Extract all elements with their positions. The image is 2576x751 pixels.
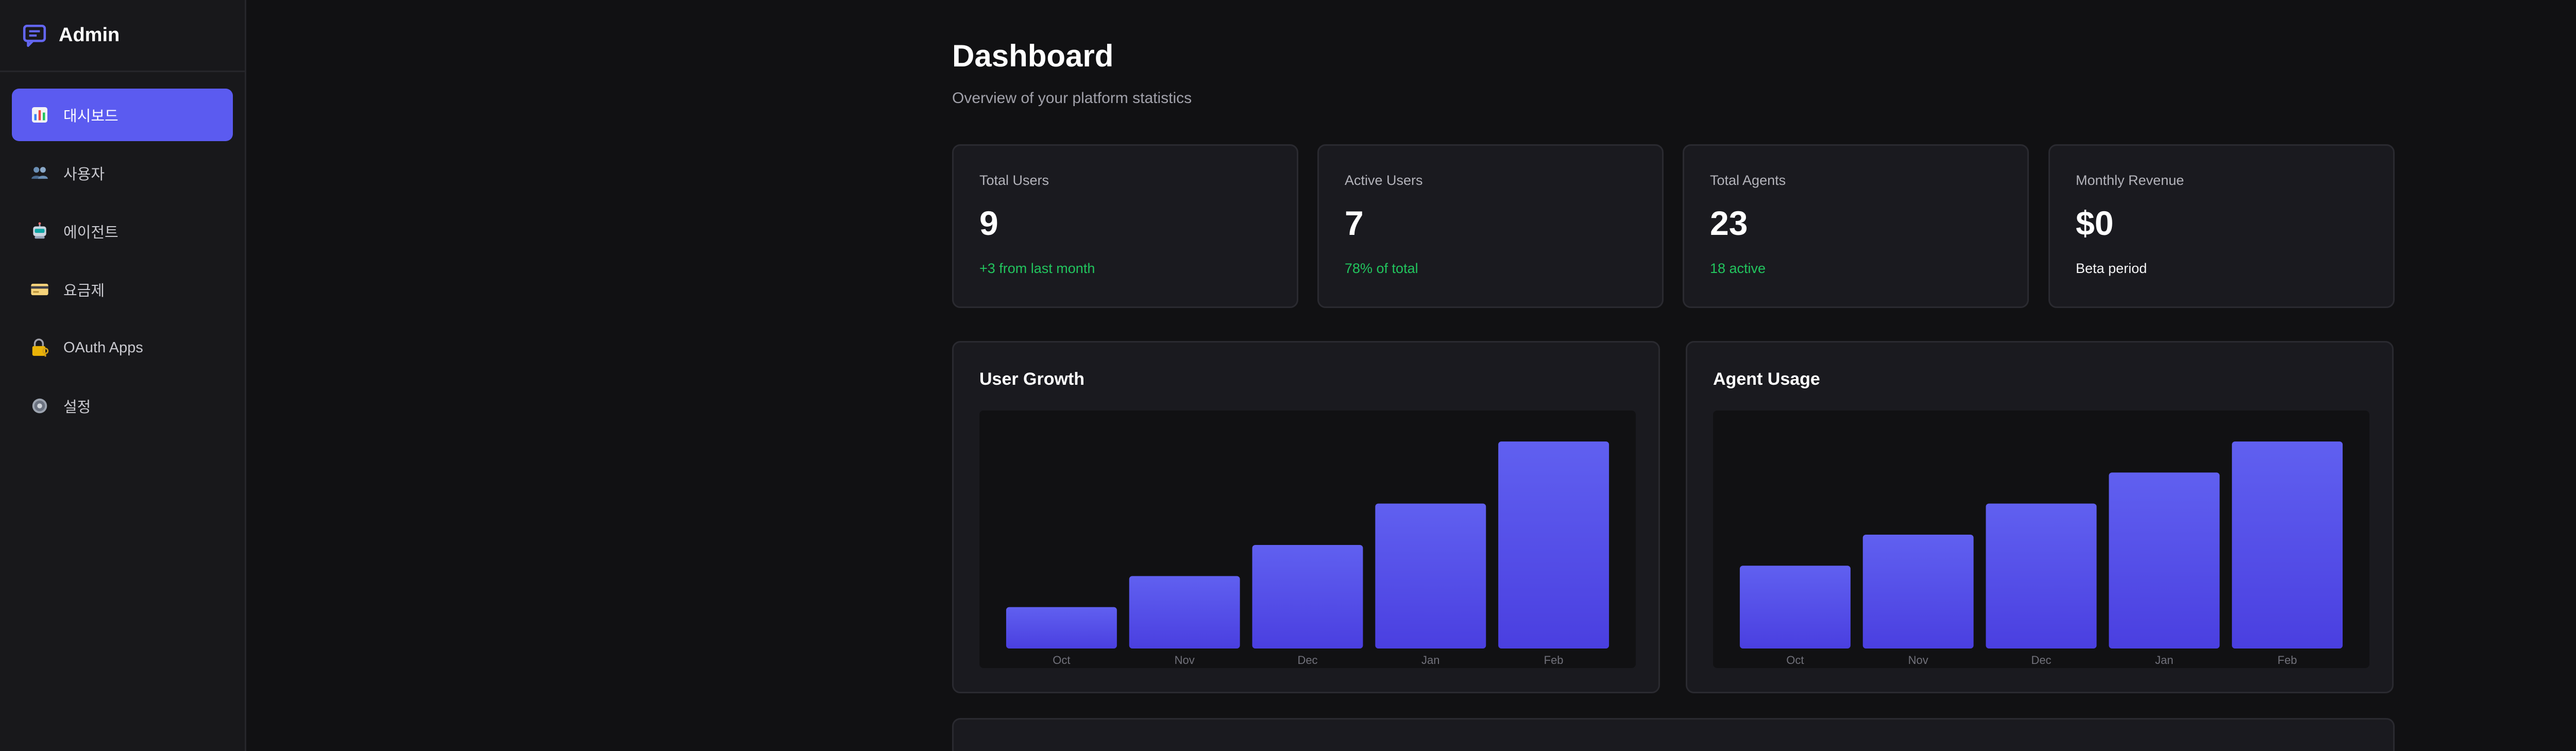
chart-title: User Growth [979, 369, 1085, 389]
x-tick-label: Nov [1175, 654, 1195, 667]
x-tick-label: Feb [2278, 654, 2297, 667]
stat-note: 78% of total [1345, 261, 1418, 276]
stat-label: Total Users [979, 173, 1049, 188]
chart-card-agent-usage: Agent Usage Oct Nov Dec Jan Feb [1686, 341, 2394, 693]
bar-feb[interactable] [2232, 441, 2343, 648]
sidebar: Admin 대시보드 [0, 0, 246, 751]
bar-dec[interactable] [1252, 545, 1363, 648]
stat-card-total-users: Total Users 9 +3 from last month [952, 144, 1298, 308]
x-tick-label: Jan [2155, 654, 2173, 667]
stat-label: Monthly Revenue [2076, 173, 2184, 188]
bar-oct[interactable] [1006, 607, 1117, 648]
brand[interactable]: Admin [0, 0, 245, 72]
stat-value: $0 [2076, 204, 2114, 242]
bar-jan[interactable] [2109, 472, 2220, 648]
robot-icon [29, 221, 50, 242]
stat-label: Active Users [1345, 173, 1423, 188]
stat-card-active-users: Active Users 7 78% of total [1317, 144, 1664, 308]
sidebar-item-users[interactable]: 사용자 [12, 147, 233, 199]
sidebar-item-settings[interactable]: 설정 [12, 380, 233, 432]
bar-nov[interactable] [1862, 534, 1974, 648]
sidebar-item-label: 요금제 [63, 283, 105, 299]
stat-card-monthly-revenue: Monthly Revenue $0 Beta period [2048, 144, 2395, 308]
x-tick-label: Dec [2031, 654, 2051, 667]
sidebar-item-oauth-apps[interactable]: OAuth Apps [12, 321, 233, 374]
agent-usage-chart: Oct Nov Dec Jan Feb [1739, 441, 2343, 667]
stat-note: Beta period [2076, 261, 2147, 276]
x-tick-label: Oct [1786, 654, 1804, 667]
brand-title: Admin [59, 24, 120, 46]
page-subtitle: Overview of your platform statistics [952, 90, 1192, 107]
stat-value: 23 [1710, 204, 1748, 242]
chart-title: Agent Usage [1713, 369, 1820, 389]
sidebar-item-label: 설정 [63, 399, 91, 416]
sidebar-item-label: OAuth Apps [63, 339, 143, 356]
page-title: Dashboard [952, 39, 1114, 73]
bar-dec[interactable] [1986, 503, 2097, 648]
sidebar-item-label: 사용자 [63, 166, 105, 183]
bar-nov[interactable] [1129, 576, 1240, 648]
stat-value: 7 [1345, 204, 1364, 242]
lock-key-icon [29, 337, 50, 358]
chat-logo-icon [23, 24, 46, 47]
chart-area: Oct Nov Dec Jan Feb [1713, 411, 2369, 668]
sidebar-nav: 대시보드 사용자 [0, 72, 245, 454]
stat-note: 18 active [1710, 261, 1766, 276]
user-growth-chart: Oct Nov Dec Jan Feb [1006, 441, 1609, 667]
gear-icon [29, 396, 50, 416]
stat-card-total-agents: Total Agents 23 18 active [1683, 144, 2029, 308]
users-icon [29, 163, 50, 183]
stats-row: Total Users 9 +3 from last month Active … [952, 144, 2395, 308]
sidebar-item-pricing[interactable]: 요금제 [12, 263, 233, 316]
sidebar-item-label: 대시보드 [63, 108, 118, 125]
x-tick-label: Jan [1421, 654, 1439, 667]
x-tick-label: Nov [1908, 654, 1928, 667]
stat-note: +3 from last month [979, 261, 1095, 276]
chart-icon [29, 105, 50, 125]
bar-jan[interactable] [1375, 503, 1486, 648]
chart-card-user-growth: User Growth Oct Nov Dec Jan Feb [952, 341, 1660, 693]
sidebar-item-label: 에이전트 [63, 225, 118, 241]
sidebar-item-agents[interactable]: 에이전트 [12, 205, 233, 258]
bottom-card [952, 718, 2395, 751]
stat-value: 9 [979, 204, 998, 242]
x-tick-label: Oct [1053, 654, 1070, 667]
x-tick-label: Dec [1297, 654, 1317, 667]
bar-oct[interactable] [1739, 566, 1851, 648]
credit-card-icon [29, 279, 50, 300]
sidebar-item-dashboard[interactable]: 대시보드 [12, 89, 233, 141]
bar-feb[interactable] [1498, 441, 1609, 648]
chart-area: Oct Nov Dec Jan Feb [979, 411, 1636, 668]
x-tick-label: Feb [1544, 654, 1564, 667]
stat-label: Total Agents [1710, 173, 1786, 188]
